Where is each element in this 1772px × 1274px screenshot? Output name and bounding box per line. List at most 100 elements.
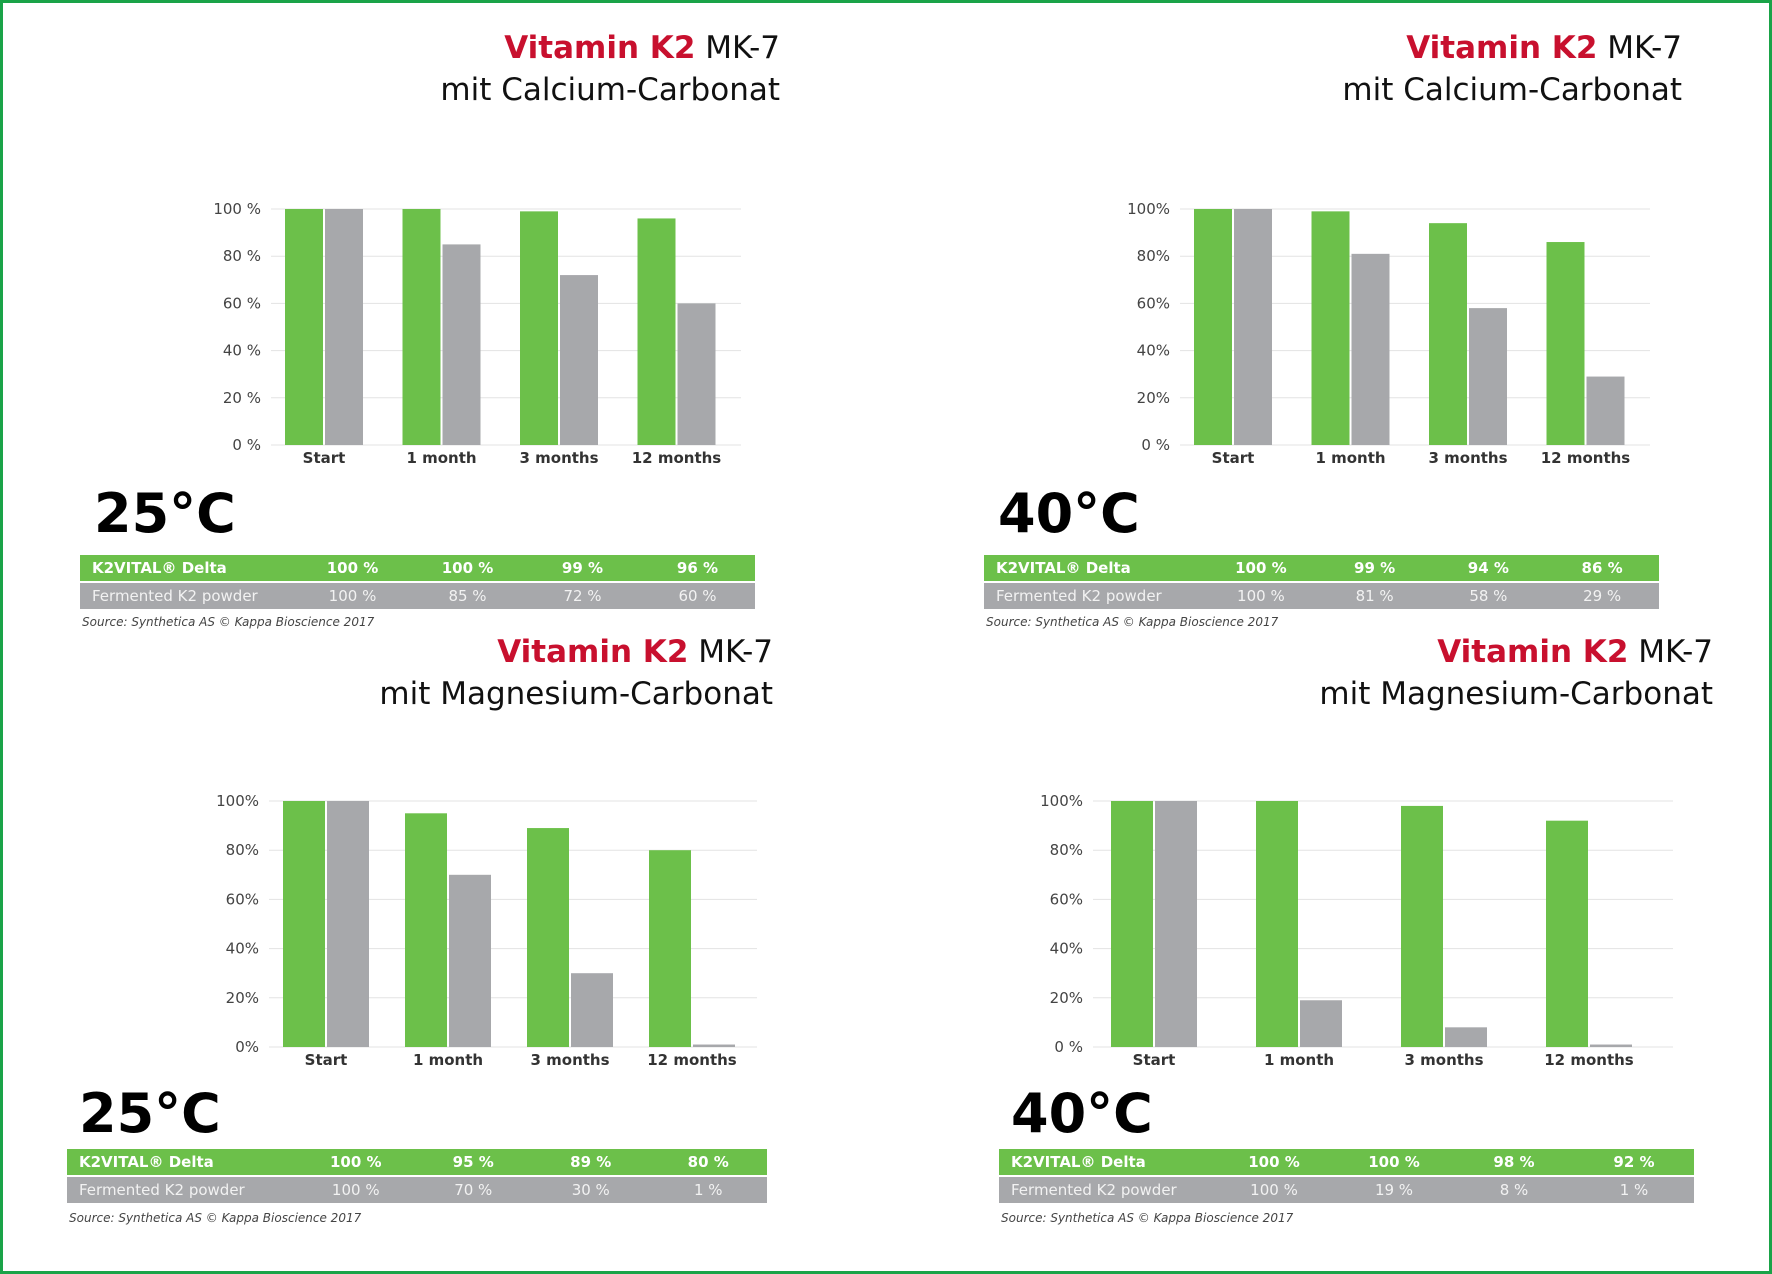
bar-k2vital-delta — [1111, 801, 1153, 1047]
y-tick-label: 0 % — [1141, 436, 1170, 454]
table-cell-value: 98 % — [1493, 1153, 1535, 1171]
x-category-label: Start — [303, 449, 346, 467]
table-cell-value: 100 % — [326, 559, 379, 577]
temperature-label: 40°C — [998, 482, 1140, 545]
y-tick-label: 100 % — [213, 200, 261, 218]
bar-chart: 100% 80% 60% 40% 20% 0 % Start 1 month 3 months 1… — [970, 187, 1670, 487]
series-name: K2VITAL® Delta — [1011, 1153, 1146, 1171]
table-cell-value: 70 % — [454, 1181, 493, 1199]
source-note: Source: Synthetica AS © Kappa Bioscience… — [1001, 1211, 1294, 1225]
y-tick-label: 40 % — [223, 342, 261, 360]
y-tick-label: 0 % — [232, 436, 261, 454]
bar-k2vital-delta — [1256, 801, 1298, 1047]
bar-k2vital-delta — [285, 209, 323, 445]
x-category-label: 3 months — [1404, 1051, 1483, 1069]
series-name: K2VITAL® Delta — [79, 1153, 214, 1171]
bar-k2vital-delta — [1401, 805, 1443, 1047]
source-note: Source: Synthetica AS © Kappa Bioscience… — [82, 615, 375, 629]
table-cell-value: 96 % — [676, 559, 719, 577]
chart-panel-calcium-25c: Vitamin K2 MK-7 mit Calcium-Carbonat 100… — [68, 27, 780, 633]
table-cell-value: 19 % — [1374, 1181, 1414, 1199]
table-cell-value: 80 % — [687, 1153, 729, 1171]
x-category-label: 12 months — [647, 1051, 737, 1069]
y-tick-label: 40% — [226, 940, 259, 958]
bar-k2vital-delta — [1311, 211, 1350, 445]
table-cell-value: 92 % — [1613, 1153, 1655, 1171]
bar-fermented-k2-powder — [1300, 1000, 1342, 1047]
table-row-fermented-k2-powder: Fermented K2 powder 100 % 85 % 72 % 60 % — [80, 583, 755, 609]
series-name: Fermented K2 powder — [79, 1181, 245, 1199]
y-tick-label: 20% — [1137, 389, 1170, 407]
table-row-k2vital-delta: K2VITAL® Delta 100 % 100 % 99 % 96 % — [80, 555, 755, 581]
bar-k2vital-delta — [649, 850, 691, 1047]
bar-fermented-k2-powder — [571, 973, 613, 1047]
y-tick-label: 40% — [1050, 940, 1083, 958]
title-vitamin-k2: Vitamin K2 — [1437, 634, 1629, 670]
table-cell-value: 85 % — [448, 587, 487, 605]
table-cell-value: 94 % — [1467, 559, 1509, 577]
table-cell-value: 100 % — [1235, 559, 1287, 577]
table-cell-value: 100 % — [1368, 1153, 1420, 1171]
source-note: Source: Synthetica AS © Kappa Bioscience… — [69, 1211, 362, 1225]
x-category-label: Start — [1212, 449, 1255, 467]
table-row-fermented-k2-powder: Fermented K2 powder 100 % 81 % 58 % 29 % — [984, 583, 1659, 609]
bar-chart-svg: 100% 80% 60% 40% 20% 0 % Start 1 month 3 months 1… — [1127, 200, 1650, 467]
bar-fermented-k2-powder — [1234, 209, 1272, 445]
bar-k2vital-delta — [637, 218, 676, 445]
title-subtitle: mit Calcium-Carbonat — [440, 72, 780, 108]
table-cell-value: 100 % — [331, 1181, 380, 1199]
bar-k2vital-delta — [1546, 820, 1588, 1047]
y-tick-label: 100% — [1040, 792, 1083, 810]
table-cell-value: 100 % — [1237, 587, 1285, 605]
chart-panel-calcium-40c: Vitamin K2 MK-7 mit Calcium-Carbonat 100… — [970, 27, 1682, 633]
y-tick-label: 60% — [1050, 890, 1083, 908]
y-tick-label: 20% — [226, 989, 259, 1007]
title-subtitle: mit Magnesium-Carbonat — [1319, 676, 1713, 712]
title-subtitle: mit Calcium-Carbonat — [1342, 72, 1682, 108]
title-vitamin-k2: Vitamin K2 — [1406, 30, 1598, 66]
x-category-label: 3 months — [519, 449, 598, 467]
bar-fermented-k2-powder — [1586, 376, 1625, 445]
bar-k2vital-delta — [283, 801, 325, 1047]
bar-k2vital-delta — [520, 211, 558, 445]
x-category-label: 1 month — [406, 449, 476, 467]
table-cell-value: 100 % — [441, 559, 494, 577]
y-tick-label: 80 % — [223, 247, 261, 265]
table-cell-value: 100 % — [1248, 1153, 1300, 1171]
source-note: Source: Synthetica AS © Kappa Bioscience… — [986, 615, 1279, 629]
bar-fermented-k2-powder — [325, 209, 363, 445]
series-name: Fermented K2 powder — [92, 587, 258, 605]
bar-chart: 100% 80% 60% 40% 20% 0 % Start 1 month 3 months 1… — [993, 781, 1713, 1089]
table-row-fermented-k2-powder: Fermented K2 powder 100 % 19 % 8 % 1 % — [999, 1177, 1694, 1203]
table-cell-value: 58 % — [1469, 587, 1508, 605]
table-cell-value: 89 % — [570, 1153, 612, 1171]
y-tick-label: 100% — [216, 792, 259, 810]
title-mk7: MK-7 — [695, 30, 780, 66]
table-cell-value: 60 % — [678, 587, 717, 605]
table-row-k2vital-delta: K2VITAL® Delta 100 % 99 % 94 % 86 % — [984, 555, 1659, 581]
y-tick-label: 20 % — [223, 389, 261, 407]
title-vitamin-k2: Vitamin K2 — [497, 634, 689, 670]
y-tick-label: 0% — [235, 1038, 259, 1056]
y-tick-label: 60 % — [223, 294, 261, 312]
title-mk7: MK-7 — [1628, 634, 1713, 670]
bar-k2vital-delta — [402, 209, 441, 445]
bar-k2vital-delta — [1429, 223, 1467, 445]
table-cell-value: 1 % — [1619, 1181, 1649, 1199]
x-category-label: Start — [1133, 1051, 1176, 1069]
x-category-label: 12 months — [1544, 1051, 1634, 1069]
y-tick-label: 60% — [226, 890, 259, 908]
x-category-label: 3 months — [1428, 449, 1507, 467]
x-category-label: 1 month — [413, 1051, 483, 1069]
panel-title: Vitamin K2 MK-7 mit Magnesium-Carbonat — [59, 631, 773, 715]
panel-title: Vitamin K2 MK-7 mit Magnesium-Carbonat — [1032, 631, 1713, 715]
bar-fermented-k2-powder — [442, 244, 481, 445]
series-name: K2VITAL® Delta — [92, 559, 227, 577]
series-name: K2VITAL® Delta — [996, 559, 1131, 577]
y-tick-label: 40% — [1137, 342, 1170, 360]
y-tick-label: 0 % — [1054, 1038, 1083, 1056]
series-name: Fermented K2 powder — [1011, 1181, 1177, 1199]
bar-fermented-k2-powder — [1445, 1027, 1487, 1047]
y-tick-label: 20% — [1050, 989, 1083, 1007]
table-row-k2vital-delta: K2VITAL® Delta 100 % 100 % 98 % 92 % — [999, 1149, 1694, 1175]
